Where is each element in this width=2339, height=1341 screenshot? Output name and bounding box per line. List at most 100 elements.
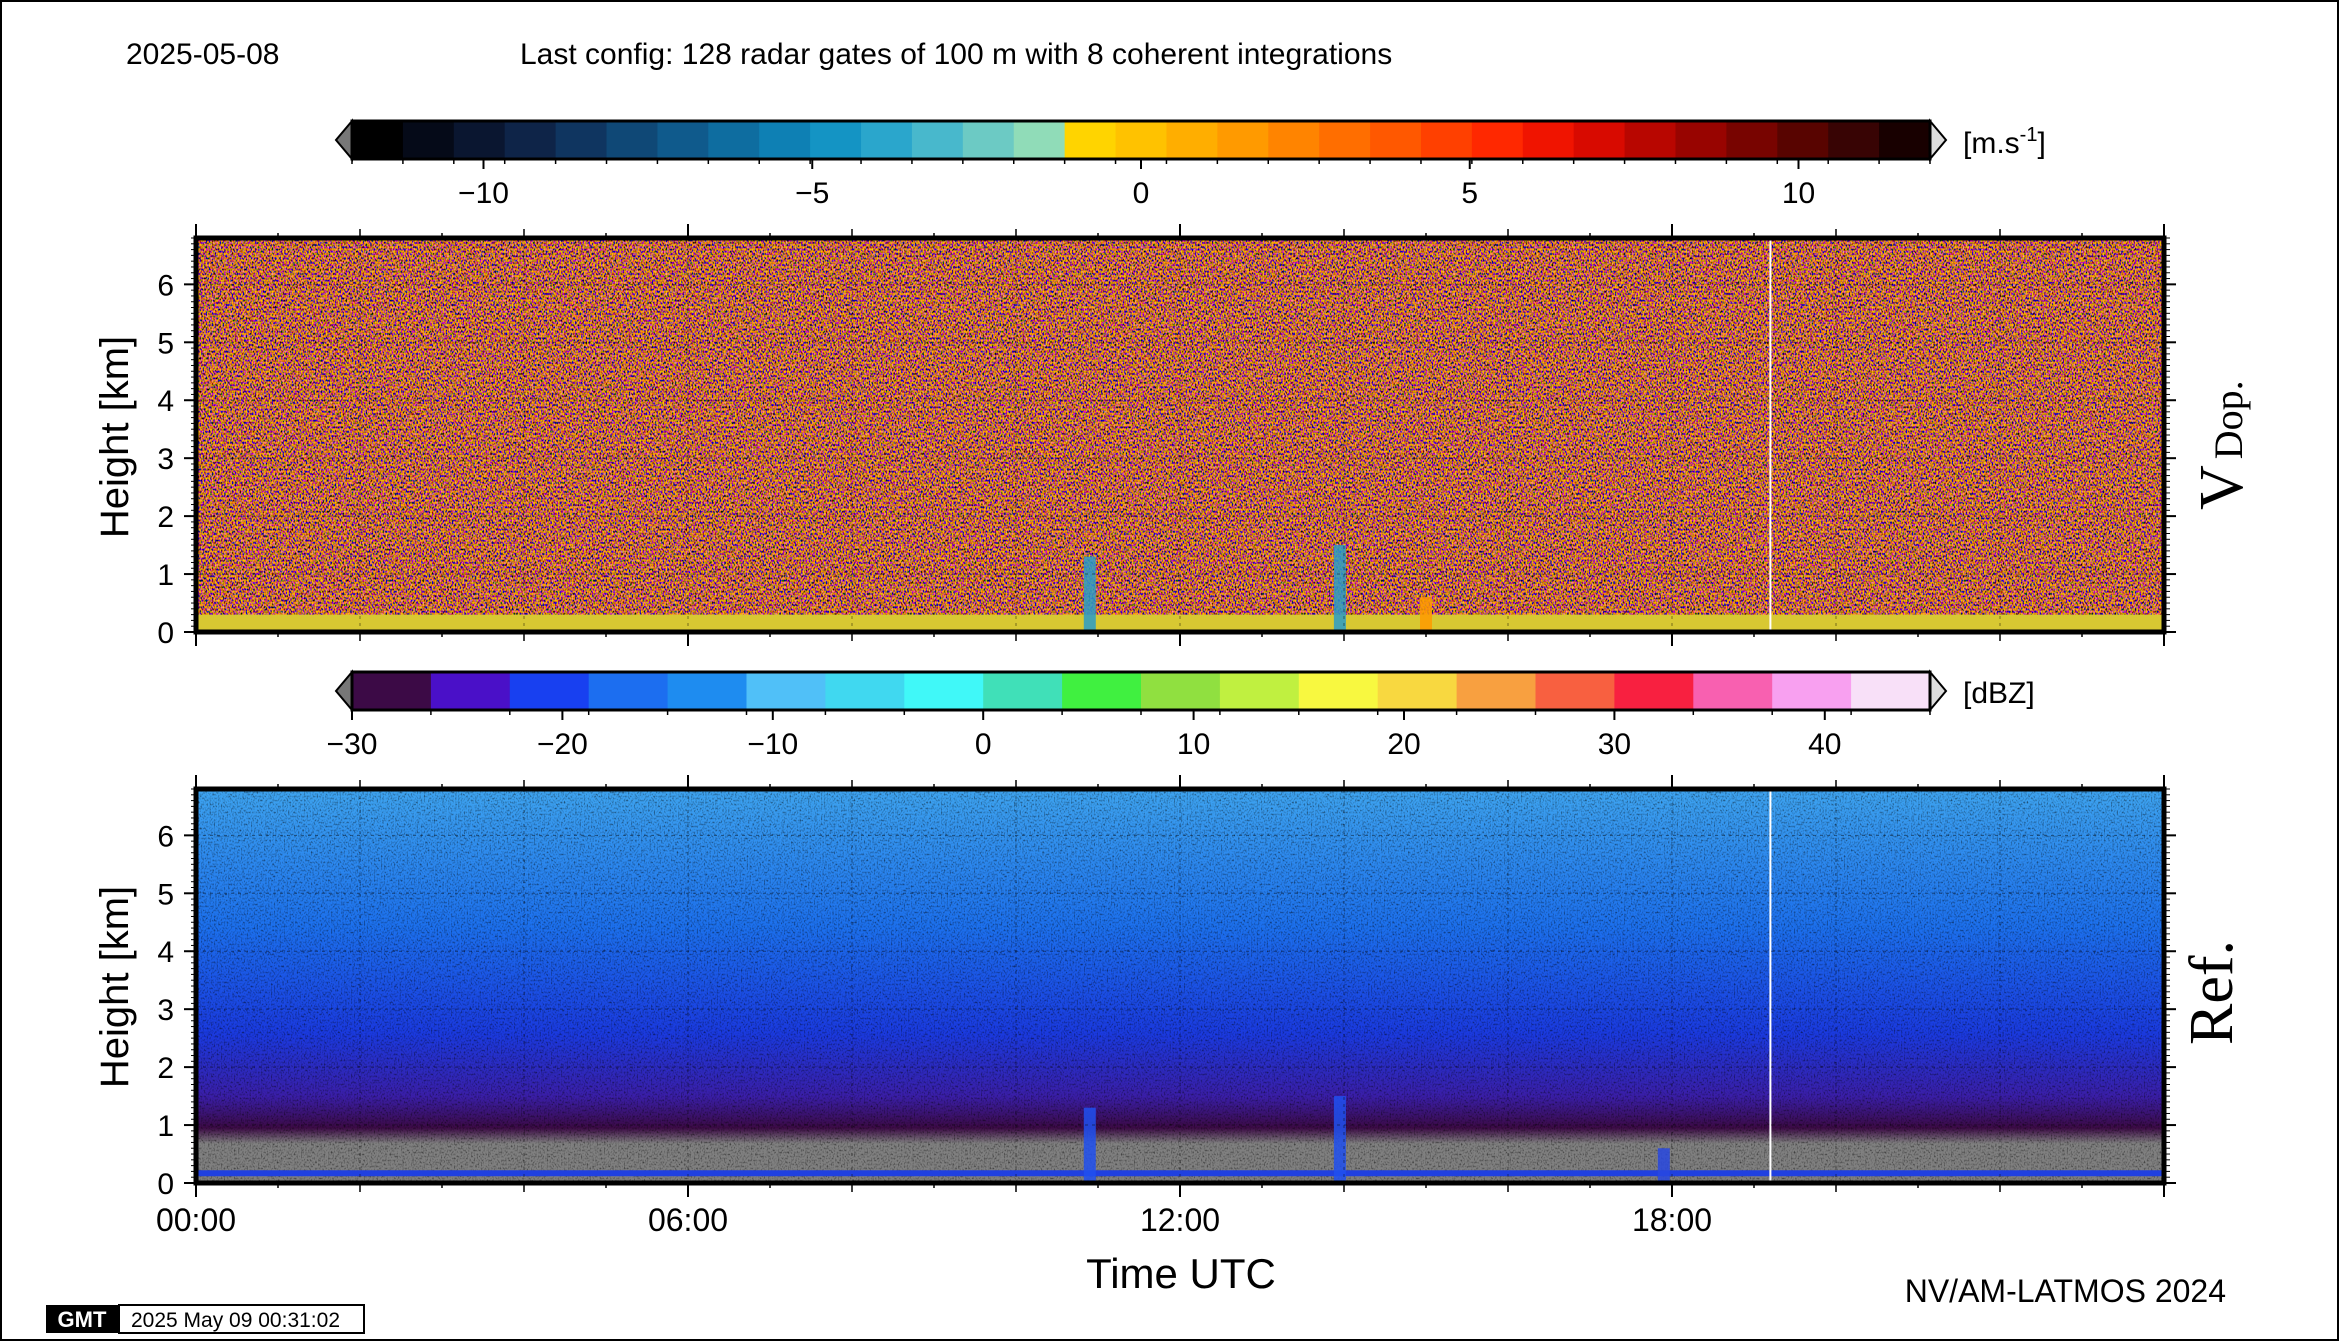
x-tick-label: 18:00 (1632, 1202, 1712, 1238)
doppler-colorbar-swatch (1370, 121, 1422, 159)
reflectivity-colorbar-swatch (1693, 672, 1773, 710)
feature-blue-plume (1333, 1096, 1346, 1183)
doppler-panel-label: VDop. (2188, 380, 2256, 510)
doppler-colorbar-swatch (962, 121, 1015, 159)
y-tick-label: 5 (157, 878, 174, 911)
credit-label: NV/AM-LATMOS 2024 (1905, 1273, 2226, 1309)
doppler-colorbar-swatch (1064, 121, 1117, 159)
doppler-colorbar-swatch (1522, 121, 1575, 159)
reflectivity-colorbar-tick-label: 0 (975, 728, 992, 761)
reflectivity-colorbar-swatch (1377, 672, 1458, 710)
reflectivity-colorbar: −30 −20 −10 0 10 20 30 40 (327, 669, 1948, 761)
doppler-colorbar-swatch (1013, 121, 1066, 159)
reflectivity-colorbar-tick-label: −20 (537, 728, 588, 761)
reflectivity-colorbar-swatch (1062, 672, 1142, 710)
reflectivity-colorbar-swatch (667, 672, 748, 710)
doppler-colorbar-swatch (352, 121, 404, 159)
doppler-colorbar-swatch (657, 121, 709, 159)
reflectivity-panel: 0 1 2 3 4 5 6 00:00 06:00 12:00 18:00 (156, 775, 2176, 1238)
y-tick-label: 4 (157, 385, 174, 418)
reflectivity-colorbar-swatch (746, 672, 826, 710)
doppler-colorbar-swatch (911, 121, 964, 159)
doppler-colorbar-swatch (402, 121, 455, 159)
doppler-colorbar-swatch (708, 121, 760, 159)
reflectivity-colorbar-swatch (509, 672, 590, 710)
reflectivity-colorbar-over-triangle (1929, 669, 1948, 713)
reflectivity-colorbar-swatch (1298, 672, 1379, 710)
reflectivity-colorbar-swatch (1772, 672, 1852, 710)
doppler-colorbar-swatch (1828, 121, 1880, 159)
x-tick-label: 12:00 (1140, 1202, 1220, 1238)
doppler-colorbar-swatch (1471, 121, 1524, 159)
doppler-y-axis-label: Height [km] (93, 336, 137, 538)
doppler-colorbar-swatch (861, 121, 913, 159)
reflectivity-colorbar-tick-label: 40 (1808, 728, 1841, 761)
reflectivity-colorbar-swatch (1219, 672, 1300, 710)
doppler-colorbar-swatch (453, 121, 506, 159)
y-tick-label: 4 (157, 936, 174, 969)
reflectivity-y-axis-label: Height [km] (93, 886, 137, 1088)
reflectivity-colorbar-tick-label: 10 (1177, 728, 1210, 761)
doppler-colorbar-swatch (1420, 121, 1473, 159)
y-tick-label: 3 (157, 994, 174, 1027)
doppler-colorbar-tick-label: −10 (458, 177, 509, 210)
reflectivity-colorbar-under-triangle (334, 669, 353, 713)
doppler-colorbar-swatch (1319, 121, 1371, 159)
reflectivity-panel-label: Ref. (2178, 940, 2246, 1045)
doppler-colorbar-tick-label: 10 (1782, 177, 1815, 210)
doppler-colorbar-unit: [m.s-1] (1963, 124, 2046, 160)
reflectivity-colorbar-swatch (1141, 672, 1221, 710)
feature-cyan-plume (1333, 545, 1346, 632)
doppler-colorbar-tick-label: 0 (1133, 177, 1150, 210)
doppler-panel: 0 1 2 3 4 5 6 (157, 224, 2176, 650)
doppler-colorbar-swatch (759, 121, 811, 159)
gmt-logo: GMT (58, 1307, 107, 1332)
doppler-ground-band (196, 614, 2164, 632)
y-tick-label: 3 (157, 443, 174, 476)
feature-blue-plume (1083, 1107, 1096, 1183)
y-tick-label: 6 (157, 820, 174, 853)
x-tick-label: 00:00 (156, 1202, 236, 1238)
doppler-colorbar-swatch (555, 121, 608, 159)
reflectivity-colorbar-tick-label: −10 (747, 728, 798, 761)
y-tick-label: 2 (157, 501, 174, 534)
y-tick-label: 0 (157, 1168, 174, 1201)
doppler-colorbar-swatch (1115, 121, 1168, 159)
doppler-colorbar-swatch (504, 121, 557, 159)
reflectivity-colorbar-swatch (588, 672, 669, 710)
reflectivity-colorbar-swatch (352, 672, 432, 710)
reflectivity-colorbar-swatch (904, 672, 984, 710)
y-tick-label: 1 (157, 1110, 174, 1143)
reflectivity-colorbar-swatch (430, 672, 511, 710)
doppler-colorbar-swatch (1217, 121, 1269, 159)
feature-blue-patch (1657, 1148, 1670, 1183)
reflectivity-colorbar-tick-label: 20 (1387, 728, 1420, 761)
y-tick-label: 0 (157, 617, 174, 650)
reflectivity-colorbar-swatch (983, 672, 1063, 710)
reflectivity-colorbar-swatch (1535, 672, 1615, 710)
date-label: 2025-05-08 (126, 38, 279, 71)
y-tick-label: 5 (157, 327, 174, 360)
config-label: Last config: 128 radar gates of 100 m wi… (520, 38, 1392, 71)
doppler-colorbar-swatch (1268, 121, 1320, 159)
reflectivity-colorbar-tick-label: −30 (327, 728, 378, 761)
reflectivity-field-noise (196, 789, 2164, 1183)
doppler-colorbar-over-triangle (1929, 118, 1948, 162)
gmt-stamp: GMT 2025 May 09 00:31:02 (46, 1304, 365, 1334)
y-tick-label: 6 (157, 269, 174, 302)
doppler-colorbar-tick-label: −5 (795, 177, 829, 210)
doppler-colorbar-swatch (606, 121, 659, 159)
doppler-colorbar-swatch (1879, 121, 1931, 159)
doppler-colorbar-swatch (1624, 121, 1677, 159)
feature-orange-patch (1420, 597, 1432, 632)
gmt-timestamp: 2025 May 09 00:31:02 (131, 1309, 340, 1332)
doppler-colorbar-swatch (1166, 121, 1218, 159)
doppler-colorbar-under-triangle (334, 118, 353, 162)
doppler-colorbar-swatch (810, 121, 862, 159)
reflectivity-colorbar-swatch (1851, 672, 1931, 710)
doppler-colorbar-swatch (1726, 121, 1778, 159)
reflectivity-colorbar-tick-label: 30 (1598, 728, 1631, 761)
reflectivity-colorbar-swatch (1456, 672, 1537, 710)
